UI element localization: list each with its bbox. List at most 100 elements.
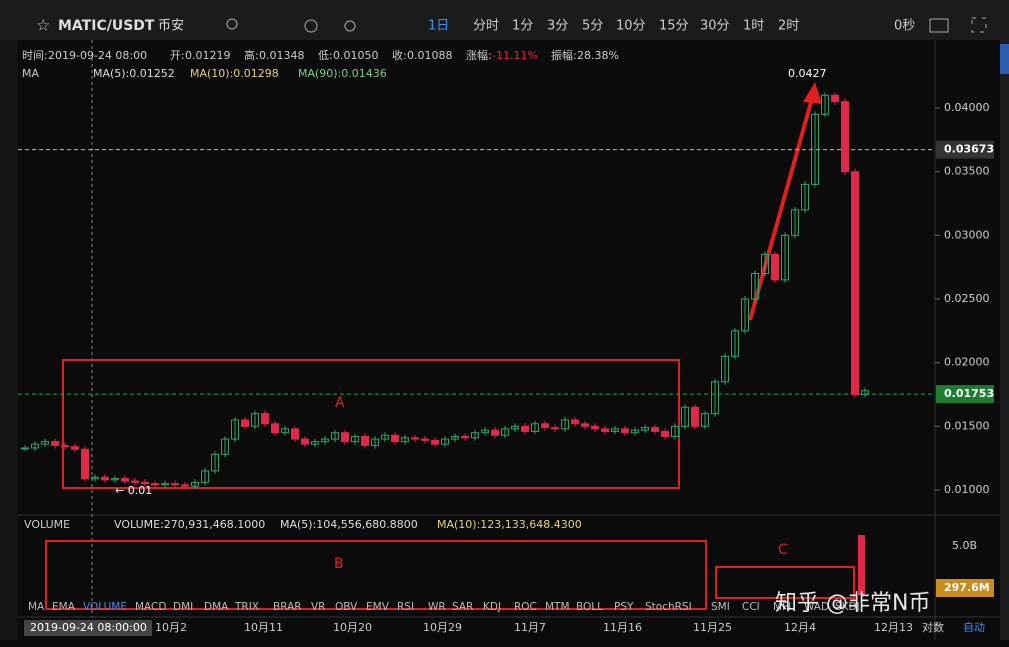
indicator-tab[interactable]: EMV (366, 601, 390, 613)
interval-tab[interactable]: 10分 (616, 19, 646, 34)
indicator-tab[interactable]: SKDJ (835, 601, 860, 613)
auto-toggle[interactable]: 自动 (963, 621, 985, 634)
candle (681, 406, 689, 427)
info-value: 0.01050 (333, 49, 379, 62)
candle (141, 481, 149, 485)
interval-tab[interactable]: 1时 (743, 19, 764, 34)
info-value: -11.11% (492, 49, 538, 62)
camera-icon[interactable] (929, 18, 949, 33)
time-label: 12月4 (784, 621, 816, 634)
interval-tab[interactable]: 1日 (428, 19, 449, 34)
price-tag (936, 385, 994, 404)
cursor-date: 2019-09-24 08:00:00 (30, 621, 147, 634)
star-icon[interactable]: ☆ (36, 16, 50, 35)
indicator-tab[interactable]: WR (428, 601, 446, 613)
theme-icon[interactable] (344, 20, 356, 32)
indicator-tab[interactable]: RSI (397, 601, 414, 613)
volume-name: VOLUME (24, 518, 70, 531)
indicator-tab[interactable]: KDJ (483, 601, 501, 613)
indicator-tab[interactable]: OBV (335, 601, 358, 613)
interval-tab[interactable]: 15分 (659, 19, 689, 34)
settings-icon[interactable] (304, 19, 318, 33)
volume-tag (936, 579, 994, 597)
indicator-tab[interactable]: PSY (614, 601, 634, 613)
indicator-tab[interactable]: TRIX (234, 601, 259, 613)
candle (391, 434, 399, 443)
candle (101, 476, 109, 481)
box-a (62, 359, 680, 489)
scrollbar-thumb[interactable] (1000, 44, 1009, 74)
info-value: 0.01348 (259, 49, 305, 62)
interval-tab[interactable]: 3分 (547, 19, 568, 34)
candle (91, 476, 99, 480)
candle (801, 183, 809, 211)
indicator-tab[interactable]: SMI (711, 601, 730, 613)
indicator-tab[interactable]: BRAR (273, 601, 302, 613)
candle (691, 406, 699, 427)
indicator-tab[interactable]: EMA (52, 601, 76, 613)
info-value: 0.01219 (185, 49, 231, 62)
indicator-tab[interactable]: WAD (804, 601, 829, 613)
interval-tab[interactable]: 30分 (700, 19, 730, 34)
candle (341, 432, 349, 443)
indicator-tab[interactable]: VOLUME (83, 601, 127, 613)
info-value: 28.38% (577, 49, 619, 62)
candle (471, 432, 479, 439)
candle (351, 436, 359, 443)
indicator-tab[interactable]: MTM (545, 601, 570, 613)
candle (721, 355, 729, 383)
candle (591, 425, 599, 430)
volume-spike (858, 535, 865, 595)
interval-tab[interactable]: 分时 (473, 19, 499, 34)
candle (531, 423, 539, 432)
watermark: 知乎 @非常N币 (775, 591, 930, 616)
candle (171, 483, 179, 486)
candle (741, 298, 749, 332)
candle (241, 419, 249, 427)
fullscreen-icon[interactable] (971, 17, 987, 33)
ma-value: MA(10):0.01298 (190, 67, 279, 80)
candle (791, 209, 799, 236)
candle (771, 253, 779, 281)
volume-value: MA(10):123,133,648.4300 (437, 518, 582, 531)
candle (221, 438, 229, 455)
indicator-tab[interactable]: MACD (135, 601, 166, 613)
candle (121, 478, 129, 482)
indicator-tab[interactable]: CCI (742, 601, 760, 613)
indicator-tab[interactable]: VR (311, 601, 325, 613)
info-label: 振幅: (551, 48, 577, 62)
search-icon[interactable] (226, 18, 238, 30)
candle (21, 447, 29, 450)
candle (421, 438, 429, 441)
indicator-tab[interactable]: BOLL (576, 601, 603, 613)
time-label: 11月16 (603, 621, 642, 634)
info-label: 涨幅: (466, 49, 492, 62)
indicator-tab[interactable]: ROC (514, 601, 537, 613)
interval-tab[interactable]: 2时 (778, 19, 799, 34)
candle (361, 436, 369, 446)
indicator-tab[interactable]: SAR (452, 601, 473, 613)
price-tag-label: 0.03673 (944, 143, 994, 156)
candle (841, 101, 849, 173)
interval-tab[interactable]: 1分 (512, 19, 533, 34)
candle (501, 428, 509, 436)
candle (311, 441, 319, 445)
candle (711, 381, 719, 415)
candle (821, 94, 829, 115)
left-toolbar (0, 40, 18, 640)
candle (251, 413, 259, 427)
indicator-tab[interactable]: MA (28, 601, 45, 613)
candle (161, 483, 169, 486)
indicator-tab[interactable]: StochRSI (645, 601, 692, 613)
indicator-tab[interactable]: DMI (173, 601, 193, 613)
indicator-tab[interactable]: DMA (204, 601, 229, 613)
arrow-head (803, 82, 822, 104)
indicator-tab[interactable]: MFI (773, 601, 791, 613)
peak-label: 0.0427 (788, 67, 827, 80)
symbol[interactable]: MATIC/USDT (58, 18, 155, 34)
candle (761, 253, 769, 275)
time-label: 10月20 (333, 621, 372, 634)
log-toggle[interactable]: 对数 (922, 620, 944, 634)
interval-tab[interactable]: 5分 (582, 19, 603, 34)
info-label: 收: (392, 48, 407, 62)
